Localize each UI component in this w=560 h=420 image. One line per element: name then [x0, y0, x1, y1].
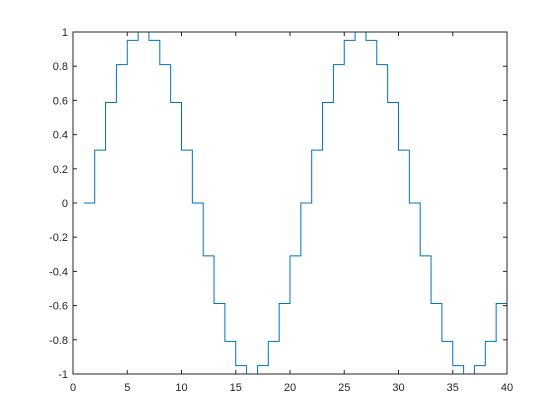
y-tick-label: 0.8: [53, 61, 68, 73]
y-tick-label: -0.4: [49, 266, 68, 278]
y-tick-label: 0.6: [53, 95, 68, 107]
x-tick-label: 10: [175, 382, 187, 394]
y-tick-label: -0.2: [49, 232, 68, 244]
series-layer: [83, 31, 508, 375]
axes-background: [73, 32, 507, 374]
x-tick-label: 5: [124, 382, 130, 394]
y-tick-label: 0.4: [53, 130, 68, 142]
x-tick-label: 40: [501, 382, 513, 394]
series-stairs-line: [83, 31, 508, 375]
y-tick-label: 0.2: [53, 164, 68, 176]
x-tick-label: 0: [70, 382, 76, 394]
y-tick-label: 0: [62, 198, 68, 210]
x-tick-label: 30: [392, 382, 404, 394]
tick-layer: 0 5 10 15 20 25 30 35 40 -1 -0.8 -0.6 -0.4 -0.2 0 0.2 0.…: [49, 27, 513, 394]
x-tick-label: 20: [284, 382, 296, 394]
x-tick-label: 25: [338, 382, 350, 394]
y-tick-label: 1: [62, 27, 68, 39]
y-tick-label: -0.6: [49, 301, 68, 313]
y-tick-label: -0.8: [49, 335, 68, 347]
axes-box: [72, 31, 508, 375]
x-tick-label: 15: [230, 382, 242, 394]
x-tick-label: 35: [447, 382, 459, 394]
y-tick-label: -1: [58, 369, 68, 381]
